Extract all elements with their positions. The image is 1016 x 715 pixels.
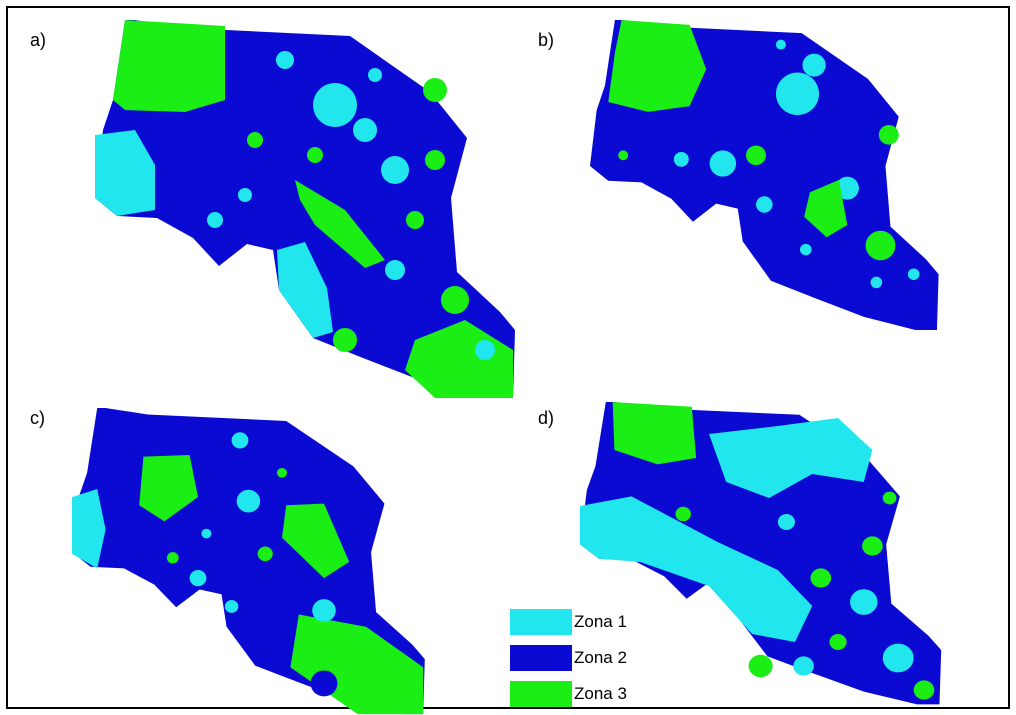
legend-item-zona-3: Zona 3: [510, 676, 627, 712]
legend-label-zona-3: Zona 3: [574, 684, 627, 703]
legend-swatch-zona-3: [510, 681, 572, 707]
panel-label-a: a): [30, 30, 47, 50]
panel-label-b: b): [538, 30, 555, 50]
map-panel-a: [95, 20, 515, 398]
legend-label-zona-1: Zona 1: [574, 612, 627, 631]
legend-item-zona-2: Zona 2: [510, 640, 627, 676]
legend: Zona 1 Zona 2 Zona 3: [510, 604, 627, 712]
map-panel-b: [590, 20, 939, 330]
map-panel-d: [580, 402, 942, 705]
panel-label-d: d): [538, 408, 555, 428]
legend-swatch-zona-1: [510, 609, 572, 635]
legend-swatch-zona-2: [510, 645, 572, 671]
legend-item-zona-1: Zona 1: [510, 604, 627, 640]
map-panel-c: [72, 408, 425, 715]
panel-label-c: c): [30, 408, 45, 428]
legend-label-zona-2: Zona 2: [574, 648, 627, 667]
